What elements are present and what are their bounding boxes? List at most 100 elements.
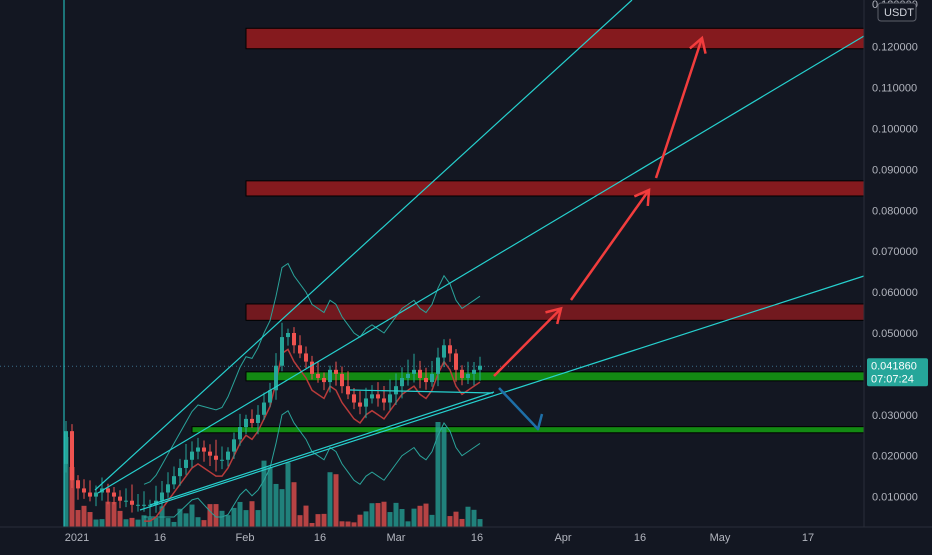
time-tick-label: May (710, 532, 731, 544)
candle-body (406, 373, 410, 378)
price-tick-label: 0.070000 (872, 246, 918, 258)
volume-bar (261, 460, 267, 527)
volume-bar (291, 482, 297, 527)
time-tick-label: Apr (554, 532, 571, 544)
price-tick-label: 0.090000 (872, 164, 918, 176)
candle-body (394, 386, 398, 395)
volume-bar (315, 514, 321, 527)
candle-body (124, 500, 128, 502)
projection-arrow-1 (493, 307, 562, 377)
volume-bar (87, 512, 93, 527)
volume-bar (99, 519, 105, 527)
candle-body (106, 488, 110, 493)
price-tick-label: 0.010000 (872, 492, 918, 504)
support-zone[interactable] (191, 426, 865, 434)
candle-body (160, 492, 164, 501)
time-tick-label: 17 (802, 532, 814, 544)
volume-bar (369, 503, 375, 527)
volume-bar (249, 501, 255, 527)
volume-bar (351, 522, 357, 527)
last-price-value: 0.041860 (871, 360, 917, 372)
candle-body (262, 402, 266, 415)
volume-bar (399, 509, 405, 527)
candle-body (376, 394, 380, 399)
price-tick-label: 0.030000 (872, 410, 918, 422)
candle-body (472, 369, 476, 374)
time-tick-label: Feb (236, 532, 255, 544)
projection-arrow-down (498, 387, 544, 431)
price-tick-label: 0.080000 (872, 205, 918, 217)
candle-body (346, 386, 350, 395)
price-tick-label: 0.110000 (872, 83, 917, 95)
candle-body (196, 447, 200, 452)
candle-body (466, 373, 470, 378)
candle-body (238, 427, 242, 440)
candle-body (136, 504, 140, 506)
currency-badge[interactable] (877, 2, 917, 22)
candle-body (298, 345, 302, 354)
candle-body (400, 377, 404, 387)
candle-body (148, 504, 152, 506)
candle-body (328, 369, 332, 383)
price-tick-label: 0.060000 (872, 287, 918, 299)
candle-body (250, 418, 254, 423)
resistance-zone[interactable] (245, 27, 865, 50)
volume-bar (213, 504, 219, 527)
volume-bar (273, 483, 279, 527)
candle-body (166, 484, 170, 493)
trendline (149, 391, 495, 506)
trendline (139, 275, 865, 511)
volume-bar (321, 513, 327, 527)
trendline (349, 389, 494, 394)
candle-body (448, 345, 452, 354)
volume-bar (447, 516, 453, 527)
volume-bar (345, 521, 351, 527)
volume-bar (471, 509, 477, 527)
last-price-badge (867, 358, 928, 387)
candle-body (280, 337, 284, 366)
candle-body (70, 431, 74, 481)
candle-body (364, 398, 368, 407)
candle-body (316, 373, 320, 378)
volume-bar (429, 514, 435, 527)
candle-body (172, 476, 176, 485)
volume-bar (147, 517, 153, 527)
price-tick-label: 0.120000 (872, 42, 918, 54)
volume-bar (129, 517, 135, 527)
candle-body (430, 373, 434, 383)
candle-body (382, 398, 386, 403)
time-tick-label: 16 (154, 532, 166, 544)
price-tick-label: 0.100000 (872, 124, 918, 136)
trendlines-layer (63, 0, 865, 527)
volume-bar (381, 501, 387, 527)
volume-bar (243, 510, 249, 527)
candle-body (304, 353, 308, 362)
candle-body (220, 459, 224, 461)
volume-bar (417, 505, 423, 527)
candle-body (118, 496, 122, 501)
candle-body (208, 451, 212, 456)
candle-body (142, 504, 146, 506)
volume-bar (165, 518, 171, 527)
candle-body (274, 365, 278, 391)
volume-bar (459, 518, 465, 527)
volume-bar (183, 513, 189, 527)
candle-body (322, 377, 326, 383)
volume-bar (225, 515, 231, 527)
volume-bar (309, 522, 315, 527)
candle-body (184, 459, 188, 468)
resistance-zone[interactable] (245, 180, 865, 197)
volume-bar (375, 503, 381, 527)
volume-bar (465, 506, 471, 527)
candle-body (424, 377, 428, 383)
volume-bar (357, 514, 363, 527)
volume-bar (123, 519, 129, 527)
volume-bar (423, 503, 429, 527)
volume-bar (327, 472, 333, 527)
volume-bar (237, 501, 243, 527)
volume-bar (171, 521, 177, 527)
candle-body (478, 365, 482, 370)
candle-body (256, 414, 260, 423)
